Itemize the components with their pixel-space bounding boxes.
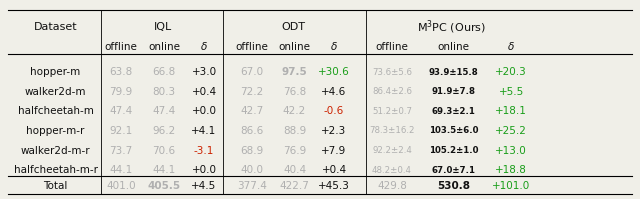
Text: 40.4: 40.4 — [283, 165, 306, 175]
Text: +0.0: +0.0 — [191, 106, 216, 116]
Text: 429.8: 429.8 — [377, 181, 407, 191]
Text: +4.6: +4.6 — [321, 87, 347, 97]
Text: Dataset: Dataset — [34, 22, 77, 32]
Text: 47.4: 47.4 — [109, 106, 133, 116]
Text: 42.2: 42.2 — [283, 106, 306, 116]
Text: offline: offline — [105, 42, 138, 52]
Text: 92.2±2.4: 92.2±2.4 — [372, 146, 412, 155]
Text: 76.9: 76.9 — [283, 145, 306, 155]
Text: 79.9: 79.9 — [109, 87, 133, 97]
Text: 80.3: 80.3 — [152, 87, 175, 97]
Text: +25.2: +25.2 — [495, 126, 527, 136]
Text: 103.5±6.0: 103.5±6.0 — [429, 126, 479, 135]
Text: +0.4: +0.4 — [191, 87, 216, 97]
Text: 48.2±0.4: 48.2±0.4 — [372, 166, 412, 175]
Text: 67.0±7.1: 67.0±7.1 — [432, 166, 476, 175]
Text: 44.1: 44.1 — [152, 165, 175, 175]
Text: +3.0: +3.0 — [191, 67, 216, 77]
Text: online: online — [148, 42, 180, 52]
Text: +2.3: +2.3 — [321, 126, 347, 136]
Text: 69.3±2.1: 69.3±2.1 — [432, 107, 476, 116]
Text: 73.6±5.6: 73.6±5.6 — [372, 67, 412, 77]
Text: +101.0: +101.0 — [492, 181, 531, 191]
Text: walker2d-m-r: walker2d-m-r — [20, 145, 90, 155]
Text: 76.8: 76.8 — [283, 87, 306, 97]
Text: 105.2±1.0: 105.2±1.0 — [429, 146, 479, 155]
Text: 91.9±7.8: 91.9±7.8 — [432, 87, 476, 96]
Text: 47.4: 47.4 — [152, 106, 175, 116]
Text: 72.2: 72.2 — [240, 87, 264, 97]
Text: +7.9: +7.9 — [321, 145, 347, 155]
Text: +5.5: +5.5 — [499, 87, 524, 97]
Text: +0.4: +0.4 — [321, 165, 347, 175]
Text: online: online — [438, 42, 470, 52]
Text: 78.3±16.2: 78.3±16.2 — [369, 126, 415, 135]
Text: halfcheetah-m-r: halfcheetah-m-r — [13, 165, 97, 175]
Text: δ: δ — [508, 42, 515, 52]
Text: 70.6: 70.6 — [152, 145, 175, 155]
Text: +0.0: +0.0 — [191, 165, 216, 175]
Text: +18.1: +18.1 — [495, 106, 527, 116]
Text: 63.8: 63.8 — [109, 67, 133, 77]
Text: 67.0: 67.0 — [240, 67, 264, 77]
Text: 44.1: 44.1 — [109, 165, 133, 175]
Text: 405.5: 405.5 — [147, 181, 180, 191]
Text: 422.7: 422.7 — [280, 181, 310, 191]
Text: -0.6: -0.6 — [324, 106, 344, 116]
Text: 42.7: 42.7 — [240, 106, 264, 116]
Text: hopper-m-r: hopper-m-r — [26, 126, 84, 136]
Text: offline: offline — [236, 42, 268, 52]
Text: +20.3: +20.3 — [495, 67, 527, 77]
Text: +13.0: +13.0 — [495, 145, 527, 155]
Text: online: online — [278, 42, 310, 52]
Text: +45.3: +45.3 — [318, 181, 350, 191]
Text: 73.7: 73.7 — [109, 145, 133, 155]
Text: 93.9±15.8: 93.9±15.8 — [429, 67, 479, 77]
Text: ODT: ODT — [281, 22, 305, 32]
Text: 51.2±0.7: 51.2±0.7 — [372, 107, 412, 116]
Text: 401.0: 401.0 — [106, 181, 136, 191]
Text: 530.8: 530.8 — [437, 181, 470, 191]
Text: M$^3$PC (Ours): M$^3$PC (Ours) — [417, 18, 486, 36]
Text: 86.6: 86.6 — [240, 126, 264, 136]
Text: 92.1: 92.1 — [109, 126, 133, 136]
Text: +18.8: +18.8 — [495, 165, 527, 175]
Text: 66.8: 66.8 — [152, 67, 175, 77]
Text: 86.4±2.6: 86.4±2.6 — [372, 87, 412, 96]
Text: δ: δ — [331, 42, 337, 52]
Text: Total: Total — [44, 181, 68, 191]
Text: walker2d-m: walker2d-m — [25, 87, 86, 97]
Text: 377.4: 377.4 — [237, 181, 267, 191]
Text: IQL: IQL — [154, 22, 172, 32]
Text: 40.0: 40.0 — [240, 165, 263, 175]
Text: 96.2: 96.2 — [152, 126, 175, 136]
Text: +30.6: +30.6 — [318, 67, 350, 77]
Text: δ: δ — [201, 42, 207, 52]
Text: hopper-m: hopper-m — [31, 67, 81, 77]
Text: 97.5: 97.5 — [282, 67, 307, 77]
Text: 68.9: 68.9 — [240, 145, 264, 155]
Text: -3.1: -3.1 — [194, 145, 214, 155]
Text: 88.9: 88.9 — [283, 126, 306, 136]
Text: +4.5: +4.5 — [191, 181, 217, 191]
Text: offline: offline — [376, 42, 408, 52]
Text: halfcheetah-m: halfcheetah-m — [18, 106, 93, 116]
Text: +4.1: +4.1 — [191, 126, 217, 136]
